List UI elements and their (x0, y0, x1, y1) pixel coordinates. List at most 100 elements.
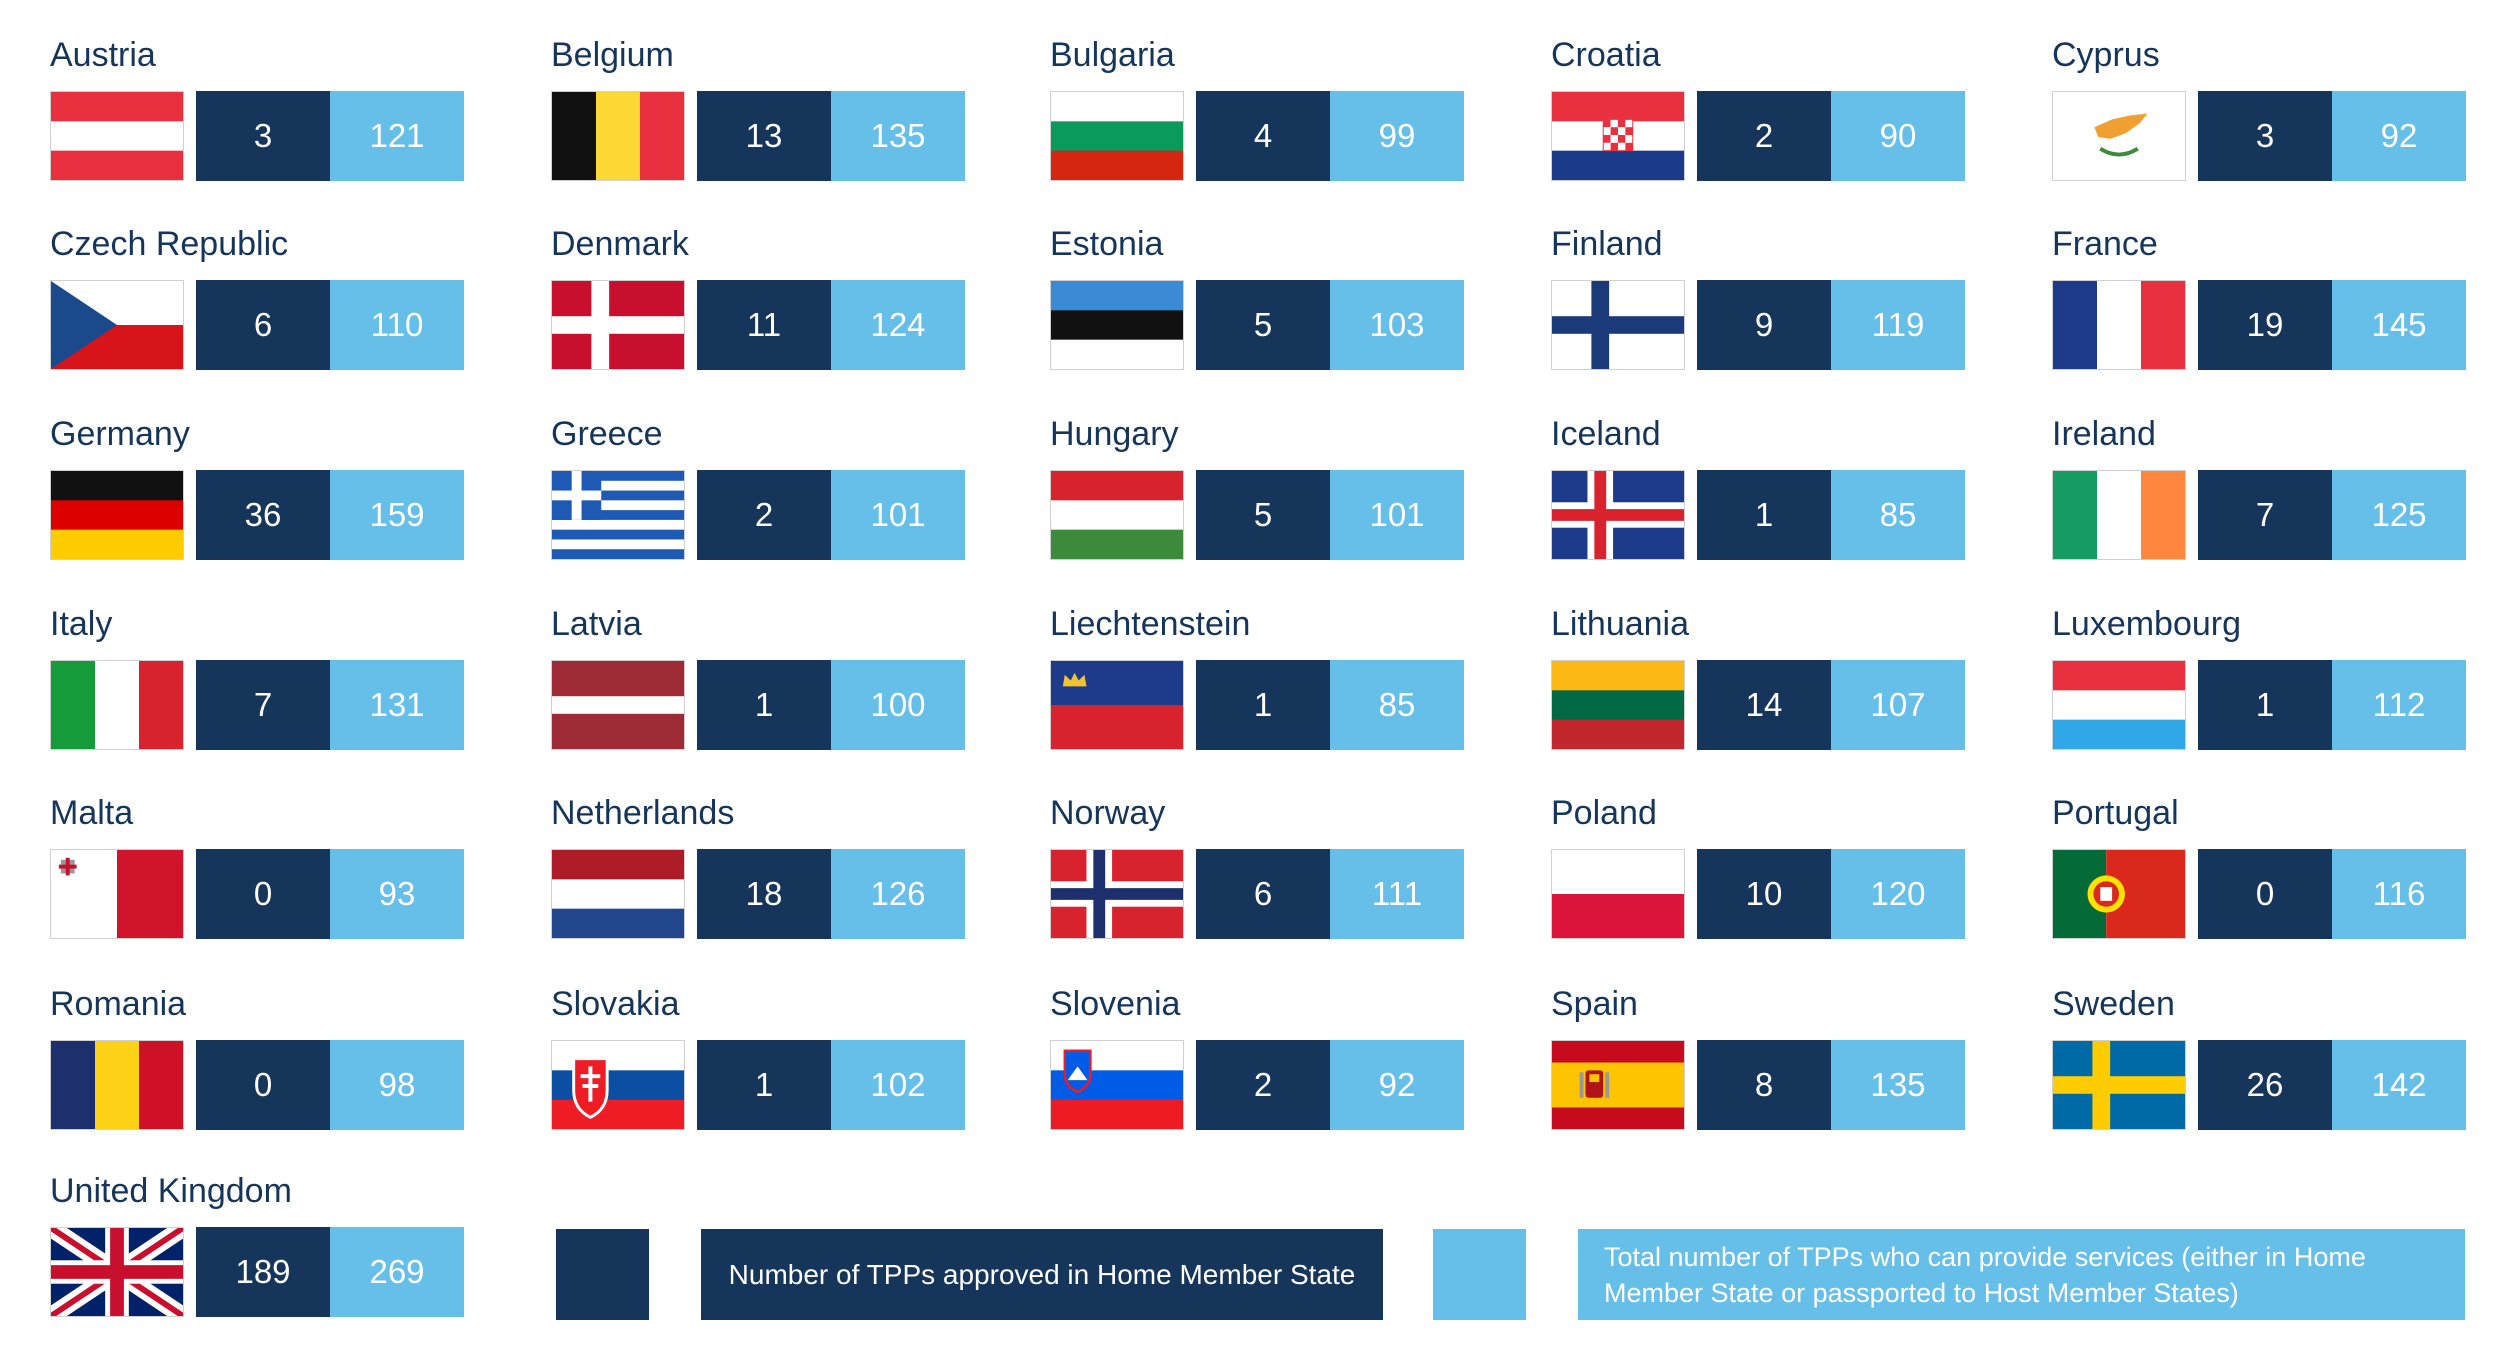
home-member-state-count: 7 (2198, 470, 2332, 560)
country-entry: Ireland 7 125 (2052, 414, 2472, 604)
home-member-state-count: 4 (1196, 91, 1330, 181)
country-name: Spain (1551, 985, 1638, 1023)
country-entry: Netherlands 18 126 (551, 793, 971, 983)
country-name: Cyprus (2052, 36, 2160, 74)
total-tpp-count: 110 (330, 280, 464, 370)
total-tpp-count: 85 (1831, 470, 1965, 560)
home-member-state-count: 1 (2198, 660, 2332, 750)
country-name: Ireland (2052, 415, 2156, 453)
home-member-state-count: 26 (2198, 1040, 2332, 1130)
home-member-state-count: 2 (1196, 1040, 1330, 1130)
estonia-flag (1050, 280, 1184, 370)
country-name: Austria (50, 36, 156, 74)
total-tpp-count: 101 (1330, 470, 1464, 560)
country-name: Belgium (551, 36, 674, 74)
home-member-state-count: 10 (1697, 849, 1831, 939)
total-tpp-count: 269 (330, 1227, 464, 1317)
poland-flag (1551, 849, 1685, 939)
legend-total-label: Total number of TPPs who can provide ser… (1578, 1229, 2465, 1320)
total-tpp-count: 112 (2332, 660, 2466, 750)
home-member-state-count: 5 (1196, 280, 1330, 370)
france-flag (2052, 280, 2186, 370)
country-name: Netherlands (551, 794, 735, 832)
denmark-flag (551, 280, 685, 370)
total-tpp-count: 93 (330, 849, 464, 939)
country-name: United Kingdom (50, 1172, 292, 1210)
home-member-state-count: 11 (697, 280, 831, 370)
slovenia-flag (1050, 1040, 1184, 1130)
country-entry: France 19 145 (2052, 224, 2472, 414)
hungary-flag (1050, 470, 1184, 560)
home-member-state-count: 0 (196, 1040, 330, 1130)
total-tpp-count: 85 (1330, 660, 1464, 750)
total-tpp-count: 124 (831, 280, 965, 370)
lithuania-flag (1551, 660, 1685, 750)
country-entry: Denmark 11 124 (551, 224, 971, 414)
home-member-state-count: 7 (196, 660, 330, 750)
country-name: Bulgaria (1050, 36, 1175, 74)
country-entry: Latvia 1 100 (551, 604, 971, 794)
total-tpp-count: 125 (2332, 470, 2466, 560)
total-tpp-count: 145 (2332, 280, 2466, 370)
home-member-state-count: 18 (697, 849, 831, 939)
country-name: Iceland (1551, 415, 1661, 453)
czech-republic-flag (50, 280, 184, 370)
legend-total-swatch (1433, 1229, 1526, 1320)
home-member-state-count: 3 (2198, 91, 2332, 181)
total-tpp-count: 102 (831, 1040, 965, 1130)
total-tpp-count: 92 (1330, 1040, 1464, 1130)
total-tpp-count: 107 (1831, 660, 1965, 750)
country-entry: Greece 2 101 (551, 414, 971, 604)
country-name: Romania (50, 985, 187, 1023)
country-entry: Bulgaria 4 99 (1050, 35, 1470, 225)
country-name: Portugal (2052, 794, 2179, 832)
home-member-state-count: 1 (1697, 470, 1831, 560)
finland-flag (1551, 280, 1685, 370)
total-tpp-count: 131 (330, 660, 464, 750)
total-tpp-count: 99 (1330, 91, 1464, 181)
country-name: Finland (1551, 225, 1663, 263)
total-tpp-count: 142 (2332, 1040, 2466, 1130)
total-tpp-count: 100 (831, 660, 965, 750)
country-entry: Estonia 5 103 (1050, 224, 1470, 414)
country-name: Italy (50, 605, 113, 643)
total-tpp-count: 92 (2332, 91, 2466, 181)
total-tpp-count: 101 (831, 470, 965, 560)
country-entry: Lithuania 14 107 (1551, 604, 1971, 794)
country-entry: Austria 3 121 (50, 35, 470, 225)
country-entry: Liechtenstein 1 85 (1050, 604, 1470, 794)
home-member-state-count: 1 (1196, 660, 1330, 750)
country-entry: Luxembourg 1 112 (2052, 604, 2472, 794)
belgium-flag (551, 91, 685, 181)
country-name: Germany (50, 415, 190, 453)
home-member-state-count: 6 (1196, 849, 1330, 939)
country-entry: Norway 6 111 (1050, 793, 1470, 983)
total-tpp-count: 119 (1831, 280, 1965, 370)
country-name: France (2052, 225, 2158, 263)
country-entry: United Kingdom 189 269 (50, 1171, 470, 1361)
sweden-flag (2052, 1040, 2186, 1130)
legend-home-label: Number of TPPs approved in Home Member S… (701, 1229, 1383, 1320)
home-member-state-count: 0 (196, 849, 330, 939)
country-entry: Romania 0 98 (50, 984, 470, 1174)
country-name: Luxembourg (2052, 605, 2242, 643)
luxembourg-flag (2052, 660, 2186, 750)
country-entry: Cyprus 3 92 (2052, 35, 2472, 225)
country-name: Poland (1551, 794, 1657, 832)
total-tpp-count: 90 (1831, 91, 1965, 181)
total-tpp-count: 121 (330, 91, 464, 181)
country-name: Slovakia (551, 985, 680, 1023)
home-member-state-count: 19 (2198, 280, 2332, 370)
country-entry: Malta 0 93 (50, 793, 470, 983)
country-name: Slovenia (1050, 985, 1181, 1023)
home-member-state-count: 189 (196, 1227, 330, 1317)
home-member-state-count: 5 (1196, 470, 1330, 560)
total-tpp-count: 135 (831, 91, 965, 181)
country-entry: Portugal 0 116 (2052, 793, 2472, 983)
total-tpp-count: 159 (330, 470, 464, 560)
home-member-state-count: 2 (1697, 91, 1831, 181)
spain-flag (1551, 1040, 1685, 1130)
country-name: Czech Republic (50, 225, 289, 263)
country-entry: Slovakia 1 102 (551, 984, 971, 1174)
